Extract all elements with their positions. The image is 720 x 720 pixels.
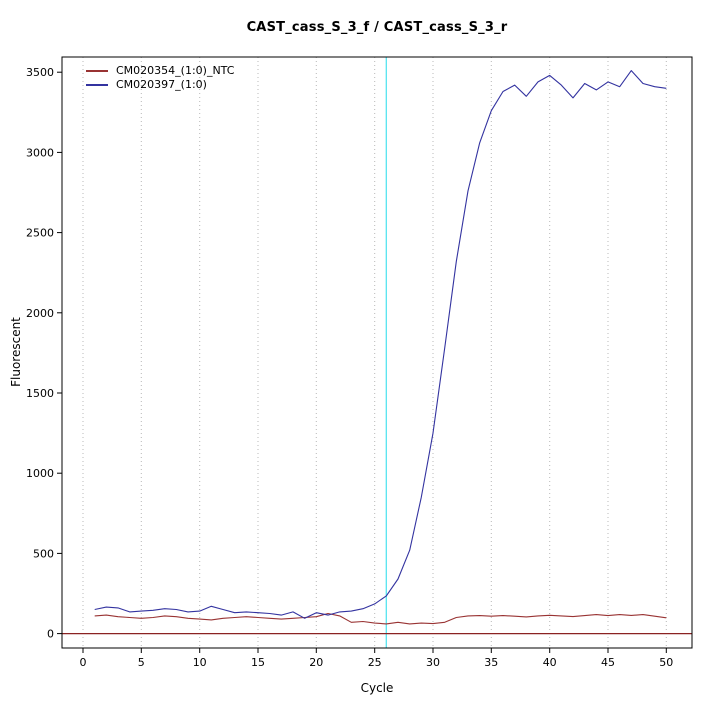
- x-tick-label: 15: [251, 656, 265, 669]
- y-tick-label: 0: [47, 628, 54, 641]
- y-tick-label: 1500: [26, 387, 54, 400]
- series-line-1: [94, 70, 667, 619]
- x-tick-label: 35: [484, 656, 498, 669]
- legend: CM020354_(1:0)_NTC CM020397_(1:0): [86, 64, 234, 92]
- x-axis-label: Cycle: [360, 681, 394, 695]
- x-tick-label: 50: [659, 656, 673, 669]
- series-line-0: [94, 612, 667, 625]
- legend-label-ntc: CM020354_(1:0)_NTC: [116, 64, 235, 77]
- legend-line-swatch-sample: [86, 84, 108, 86]
- x-tick-label: 40: [543, 656, 557, 669]
- x-tick-label: 25: [368, 656, 382, 669]
- x-tick-label: 5: [138, 656, 145, 669]
- y-tick-label: 2000: [26, 307, 54, 320]
- chart-title: CAST_cass_S_3_f / CAST_cass_S_3_r: [246, 20, 508, 35]
- x-tick-label: 30: [426, 656, 440, 669]
- x-tick-label: 45: [601, 656, 615, 669]
- y-tick-label: 1000: [26, 467, 54, 480]
- x-tick-label: 20: [309, 656, 323, 669]
- legend-item-ntc: CM020354_(1:0)_NTC: [86, 64, 234, 78]
- y-tick-label: 2500: [26, 227, 54, 240]
- y-tick-label: 3000: [26, 146, 54, 159]
- x-tick-label: 10: [193, 656, 207, 669]
- legend-line-swatch-ntc: [86, 70, 108, 72]
- plot-box: [61, 56, 693, 649]
- y-tick-label: 500: [33, 547, 54, 560]
- legend-label-sample: CM020397_(1:0): [116, 78, 207, 91]
- legend-item-sample: CM020397_(1:0): [86, 78, 234, 92]
- x-tick-label: 0: [80, 656, 87, 669]
- y-tick-label: 3500: [26, 66, 54, 79]
